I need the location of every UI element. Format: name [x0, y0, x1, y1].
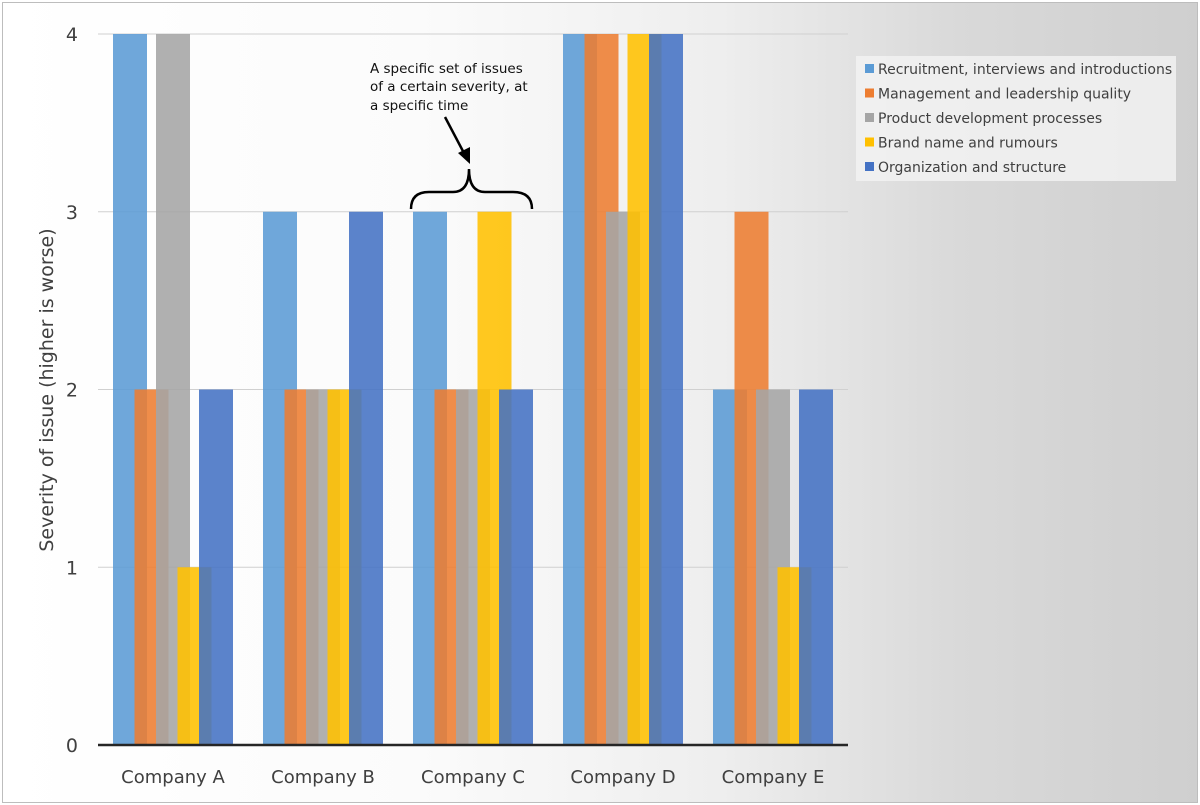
y-axis-ticks: 0 1 2 3 4	[66, 24, 78, 757]
annotation-arrow	[443, 116, 467, 156]
y-tick-label: 0	[66, 735, 78, 757]
annotation: A specific set of issues of a certain se…	[370, 61, 534, 210]
legend-label: Management and leadership quality	[878, 87, 1131, 103]
annotation-line-3: a specific time	[370, 98, 468, 114]
legend-label: Recruitment, interviews and introduction…	[878, 62, 1172, 78]
legend-swatch	[865, 64, 874, 73]
x-category-label: Company E	[722, 767, 825, 788]
annotation-arrowhead	[458, 147, 470, 164]
x-category-label: Company C	[421, 767, 525, 788]
y-tick-label: 1	[66, 557, 78, 579]
legend-label: Product development processes	[878, 111, 1102, 127]
x-category-label: Company A	[121, 767, 225, 788]
bar-1-4	[349, 211, 383, 745]
legend-swatch	[865, 113, 874, 122]
legend-swatch	[865, 88, 874, 98]
legend: Recruitment, interviews and introduction…	[856, 56, 1176, 181]
y-tick-label: 4	[66, 24, 78, 46]
bars	[113, 34, 833, 745]
annotation-brace	[409, 168, 534, 210]
x-category-label: Company B	[271, 767, 375, 788]
annotation-line-1: A specific set of issues	[370, 61, 523, 77]
x-category-label: Company D	[570, 767, 675, 788]
y-tick-label: 3	[66, 202, 78, 224]
legend-swatch	[865, 137, 874, 147]
legend-label: Brand name and rumours	[878, 136, 1058, 152]
bar-2-4	[499, 389, 533, 745]
bar-3-4	[649, 34, 683, 745]
y-tick-label: 2	[66, 380, 78, 402]
x-axis-categories: Company A Company B Company C Company D Comp…	[121, 767, 824, 788]
legend-label: Organization and structure	[878, 160, 1066, 176]
legend-swatch	[865, 162, 874, 171]
bar-4-4	[799, 389, 833, 745]
bar-0-4	[199, 389, 233, 745]
annotation-line-2: of a certain severity, at	[370, 79, 528, 95]
legend-background	[856, 56, 1176, 181]
y-axis-title: Severity of issue (higher is worse)	[36, 228, 58, 551]
